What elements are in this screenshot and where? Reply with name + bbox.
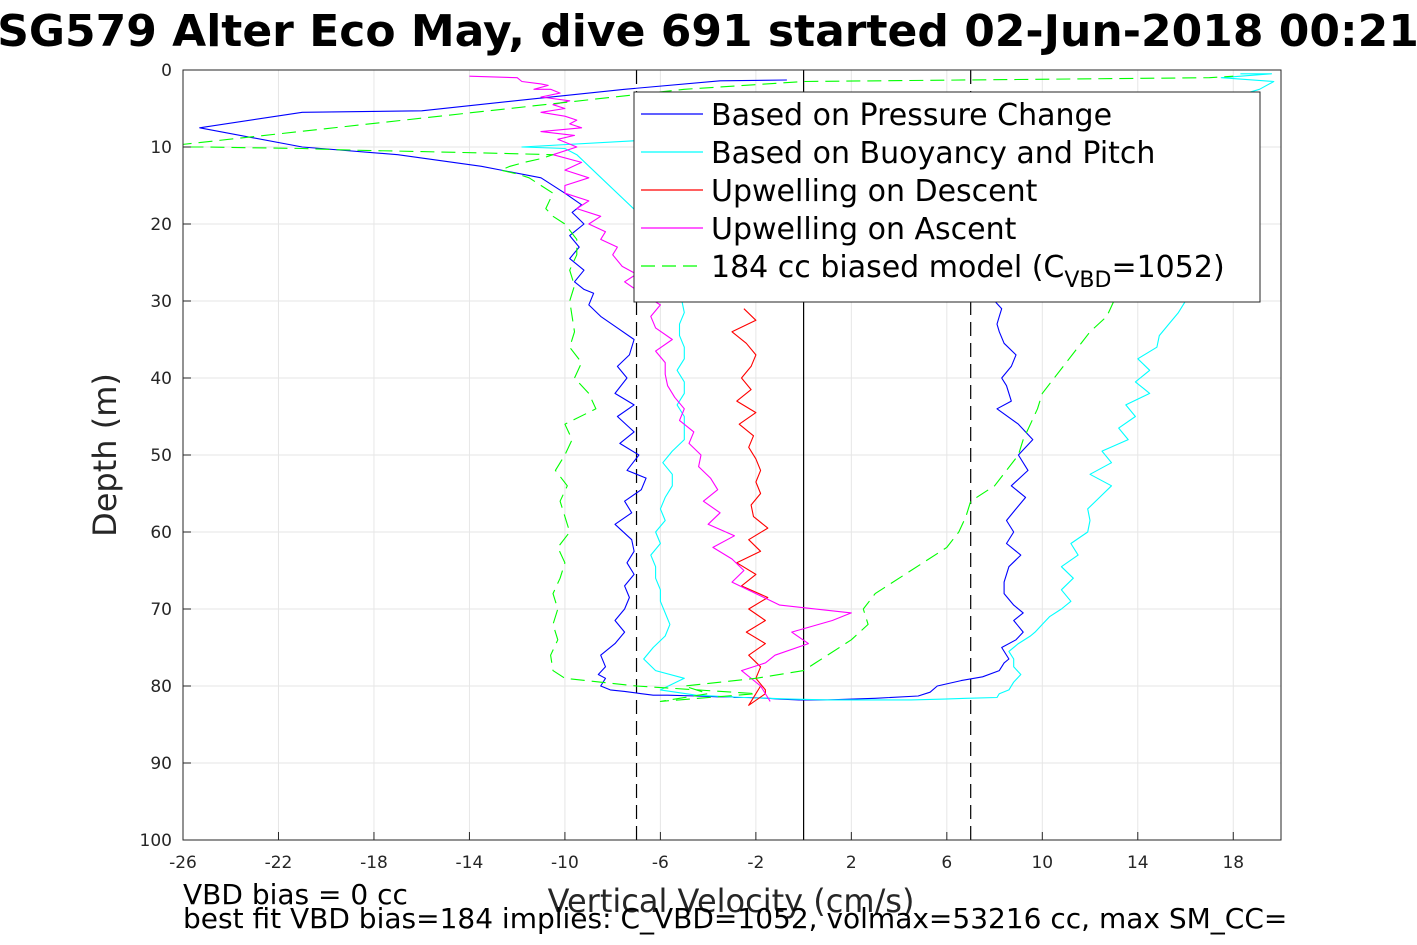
legend-label-subscript: VBD — [1064, 268, 1111, 293]
axis-ticks: -26 -22 -18 -14 -10 -6 -2 2 6 10 14 180102030405060… — [140, 61, 1245, 873]
x-tick-label: -2 — [747, 853, 764, 873]
x-tick-label: 10 — [1031, 853, 1053, 873]
legend-label-suffix: =1052) — [1111, 250, 1224, 285]
series-line-2 — [521, 73, 1275, 701]
series-lines — [183, 73, 1275, 706]
y-tick-label: 60 — [150, 523, 172, 543]
legend-label: Based on Pressure Change — [711, 98, 1112, 133]
legend-label-text: Upwelling on Descent — [711, 174, 1038, 209]
y-tick-label: 30 — [150, 292, 172, 312]
x-tick-label: -6 — [652, 853, 669, 873]
y-tick-label: 80 — [150, 677, 172, 697]
x-tick-label: -22 — [265, 853, 293, 873]
y-tick-label: 10 — [150, 138, 172, 158]
legend-label-text: Based on Pressure Change — [711, 98, 1112, 133]
legend-box — [633, 91, 1261, 303]
footer-best-fit: best fit VBD bias=184 implies: C_VBD=105… — [183, 902, 1287, 935]
x-tick-label: 18 — [1222, 853, 1244, 873]
x-tick-label: -18 — [360, 853, 388, 873]
x-axis-label: Vertical Velocity (cm/s) — [548, 882, 915, 920]
legend-label: Upwelling on Ascent — [711, 212, 1017, 247]
y-tick-label: 100 — [140, 831, 172, 851]
y-tick-label: 40 — [150, 369, 172, 389]
y-tick-label: 90 — [150, 754, 172, 774]
y-tick-label: 70 — [150, 600, 172, 620]
legend-label-text: Upwelling on Ascent — [711, 212, 1017, 247]
y-axis-label: Depth (m) — [86, 373, 124, 537]
legend-label: 184 cc biased model (CVBD=1052) — [711, 250, 1225, 293]
series-line-3 — [731, 308, 769, 706]
legend-label-text: Based on Buoyancy and Pitch — [711, 136, 1155, 171]
y-tick-label: 0 — [161, 61, 172, 81]
x-tick-label: 2 — [846, 853, 857, 873]
series-line-4 — [469, 75, 852, 702]
legend-label: Upwelling on Descent — [711, 174, 1038, 209]
x-tick-label: 6 — [941, 853, 952, 873]
x-tick-label: -26 — [169, 853, 197, 873]
legend-label-text: 184 cc biased model (C — [711, 250, 1064, 285]
footer-vbd-bias: VBD bias = 0 cc — [183, 878, 408, 911]
y-tick-label: 20 — [150, 215, 172, 235]
y-tick-label: 50 — [150, 446, 172, 466]
series-line-5 — [183, 75, 1234, 702]
x-tick-label: -14 — [456, 853, 484, 873]
x-tick-label: 14 — [1127, 853, 1149, 873]
series-line-1 — [199, 79, 1034, 701]
legend-label: Based on Buoyancy and Pitch — [711, 136, 1155, 171]
x-tick-label: -10 — [551, 853, 579, 873]
chart-title: SG579 Alter Eco May, dive 691 started 02… — [0, 6, 1417, 57]
